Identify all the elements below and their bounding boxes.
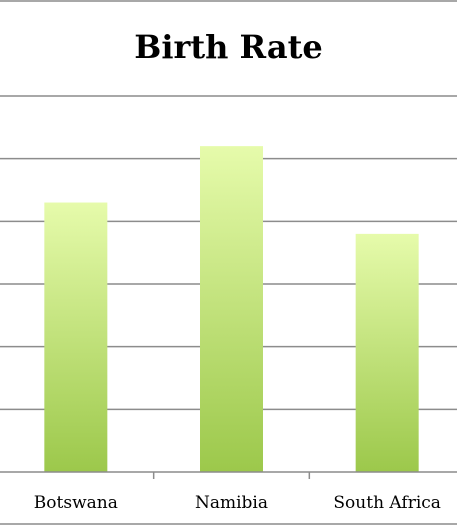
bar-south-africa — [355, 233, 419, 472]
x-axis — [0, 471, 457, 479]
chart-title: Birth Rate — [134, 28, 322, 66]
bar-botswana — [44, 202, 108, 473]
category-label: Namibia — [195, 493, 268, 513]
category-label: Botswana — [34, 493, 118, 513]
category-labels: Botswana Namibia South Africa — [34, 493, 441, 513]
bars — [44, 146, 419, 473]
bar-namibia — [200, 146, 263, 472]
category-label: South Africa — [333, 493, 441, 513]
